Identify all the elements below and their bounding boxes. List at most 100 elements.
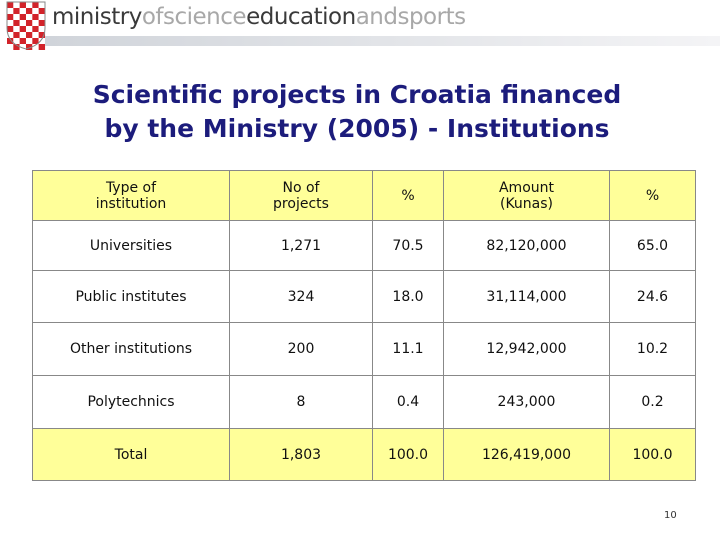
data-table: Type of institution No of projects% Amount… [32, 170, 696, 481]
header-text: Amount (Kunas) [498, 179, 554, 212]
header-cell: % [372, 170, 444, 221]
shield-check [7, 44, 14, 50]
logo-shield [6, 1, 46, 50]
table-cell: 65.0 [609, 220, 696, 271]
logo-part: ofscience [141, 4, 247, 30]
shield-check [32, 38, 39, 45]
header-text: No of projects [273, 179, 329, 212]
title-line: Scientific projects in Croatia financed [92, 80, 622, 109]
table-cell: 100.0 [372, 428, 444, 481]
logo-part: ministry [52, 4, 142, 30]
table-cell: 11.1 [372, 322, 444, 376]
table-cell: 1,271 [229, 220, 373, 271]
shield-check [25, 2, 33, 9]
table-cell: 200 [229, 322, 373, 376]
shield-check [25, 32, 33, 39]
shield-check [7, 32, 14, 39]
table-row: Polytechnics 8 0.4 243,000 0.2 [32, 375, 696, 429]
shield-check [32, 44, 39, 50]
shield-check [25, 8, 33, 15]
table-cell: 0.4 [372, 375, 444, 429]
shield-check [38, 8, 46, 15]
table-cell: 18.0 [372, 270, 444, 323]
table-cell: 10.2 [609, 322, 696, 376]
shield-check [25, 20, 33, 27]
shield-check [7, 14, 14, 21]
shield-check [19, 20, 27, 27]
shield-check [25, 44, 33, 50]
table-cell: 324 [229, 270, 373, 323]
shield-check [32, 32, 39, 39]
shield-check [32, 20, 39, 27]
shield-check [19, 14, 27, 21]
logo-text: ministryofscienceeducationandsports [52, 4, 466, 30]
shield-check [19, 38, 27, 45]
shield-check [13, 44, 20, 50]
header-row: Type of institution No of projects% Amount… [32, 170, 696, 221]
shield-check [32, 14, 39, 21]
table-row: Universities 1,271 70.5 82,120,000 65.0 [32, 220, 696, 271]
title-line: by the Ministry (2005) - Institutions [104, 114, 610, 143]
shield-check [13, 26, 20, 33]
header-cell: Type of institution [32, 170, 230, 221]
table-row: Total 1,803 100.0 126,419,000 100.0 [32, 428, 696, 481]
table-cell: 82,120,000 [443, 220, 610, 271]
logo-part: education [246, 4, 356, 30]
shield-check [25, 14, 33, 21]
header-cell: No of projects [229, 170, 373, 221]
shield-check [7, 26, 14, 33]
shield-check [7, 38, 14, 45]
table-cell: Total [32, 428, 230, 481]
header-text: % [401, 187, 415, 204]
table-cell: 0.2 [609, 375, 696, 429]
slide-title: Scientific projects in Croatia financed … [0, 78, 714, 146]
shield-check [7, 2, 14, 9]
table-cell: 1,803 [229, 428, 373, 481]
shield-check [13, 38, 20, 45]
table-cell: Public institutes [32, 270, 230, 323]
shield-check [19, 26, 27, 33]
shield-check [38, 44, 46, 50]
shield-check [13, 20, 20, 27]
header-bar [45, 36, 720, 46]
table-cell: 31,114,000 [443, 270, 610, 323]
shield-check [19, 2, 27, 9]
shield-check [19, 8, 27, 15]
shield-check [19, 44, 27, 50]
header-text: Type of institution [95, 179, 167, 212]
header-cell: % [609, 170, 696, 221]
table-cell: 24.6 [609, 270, 696, 323]
shield-check [32, 2, 39, 9]
shield-check [7, 8, 14, 15]
shield-check [19, 32, 27, 39]
table-cell: Other institutions [32, 322, 230, 376]
table-cell: Universities [32, 220, 230, 271]
table-cell: 126,419,000 [443, 428, 610, 481]
shield-check [13, 8, 20, 15]
table-cell: 100.0 [609, 428, 696, 481]
shield-check [38, 32, 46, 39]
table-cell: Polytechnics [32, 375, 230, 429]
shield-check [38, 2, 46, 9]
table-cell: 70.5 [372, 220, 444, 271]
table-cell: 243,000 [443, 375, 610, 429]
table-cell: 12,942,000 [443, 322, 610, 376]
header-text: % [645, 187, 660, 204]
shield-check [32, 8, 39, 15]
page-number: 10 [664, 510, 677, 521]
shield-check [38, 20, 46, 27]
shield-check [32, 26, 39, 33]
header-cell: Amount (Kunas) [443, 170, 610, 221]
logo-part: andsports [355, 4, 466, 30]
shield-check [38, 14, 46, 21]
shield-check [13, 32, 20, 39]
table-row: Public institutes 324 18.0 31,114,000 24.6 [32, 270, 696, 323]
shield-check [38, 26, 46, 33]
shield-check [13, 2, 20, 9]
table-cell: 8 [229, 375, 373, 429]
shield-check [25, 26, 33, 33]
shield-check [13, 14, 20, 21]
shield-check [25, 38, 33, 45]
shield-check [38, 38, 46, 45]
